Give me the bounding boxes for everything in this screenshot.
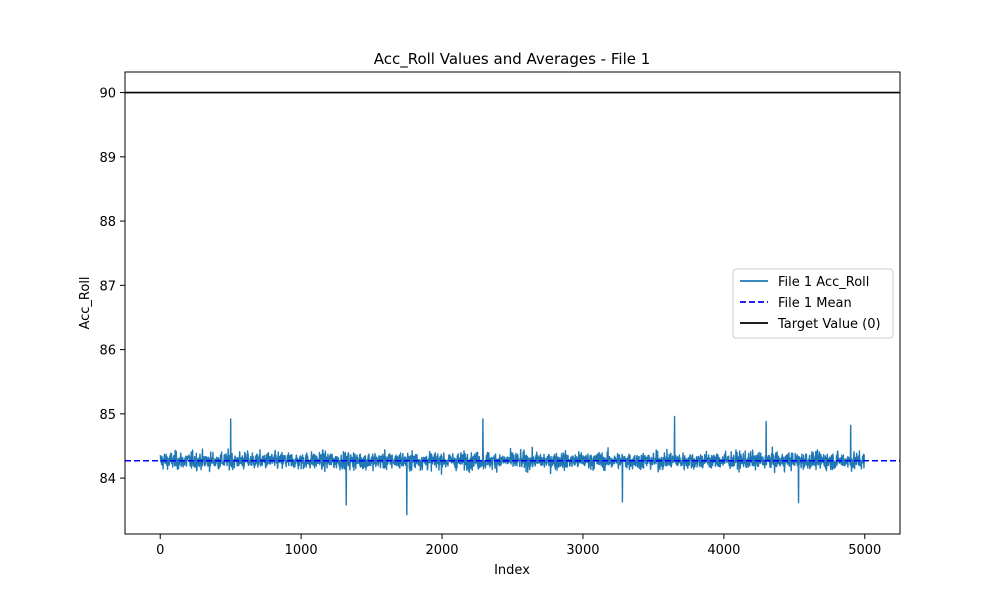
y-tick-label: 89: [99, 151, 116, 166]
y-tick-label: 88: [99, 215, 116, 230]
y-axis-label: Acc_Roll: [78, 276, 93, 329]
plot-frame: [124, 71, 901, 535]
y-tick-label: 90: [99, 87, 116, 102]
x-tick-label: 0: [156, 543, 164, 558]
x-tick-label: 5000: [848, 543, 881, 558]
legend-label-mean: File 1 Mean: [778, 296, 852, 311]
reference-lines: [125, 91, 900, 462]
y-tick-label: 85: [99, 408, 116, 423]
x-axis: 0 1000 2000 3000 4000 5000: [156, 534, 881, 558]
series-layer: [159, 415, 865, 516]
y-axis: 84 85 86 87 88 89 90: [99, 87, 125, 487]
series-line-acc-roll: [159, 415, 865, 516]
chart-title: Acc_Roll Values and Averages - File 1: [374, 50, 651, 69]
x-tick-label: 3000: [566, 543, 599, 558]
y-tick-label: 87: [99, 279, 116, 294]
legend-label-acc-roll: File 1 Acc_Roll: [778, 275, 869, 290]
x-axis-label: Index: [494, 563, 530, 578]
y-tick-label: 86: [99, 344, 116, 359]
legend: File 1 Acc_Roll File 1 Mean Target Value…: [732, 268, 894, 339]
legend-box: [732, 268, 894, 339]
x-tick-label: 2000: [425, 543, 458, 558]
x-tick-label: 4000: [707, 543, 740, 558]
legend-label-target: Target Value (0): [777, 317, 881, 332]
x-tick-label: 1000: [285, 543, 318, 558]
y-tick-label: 84: [99, 472, 116, 487]
